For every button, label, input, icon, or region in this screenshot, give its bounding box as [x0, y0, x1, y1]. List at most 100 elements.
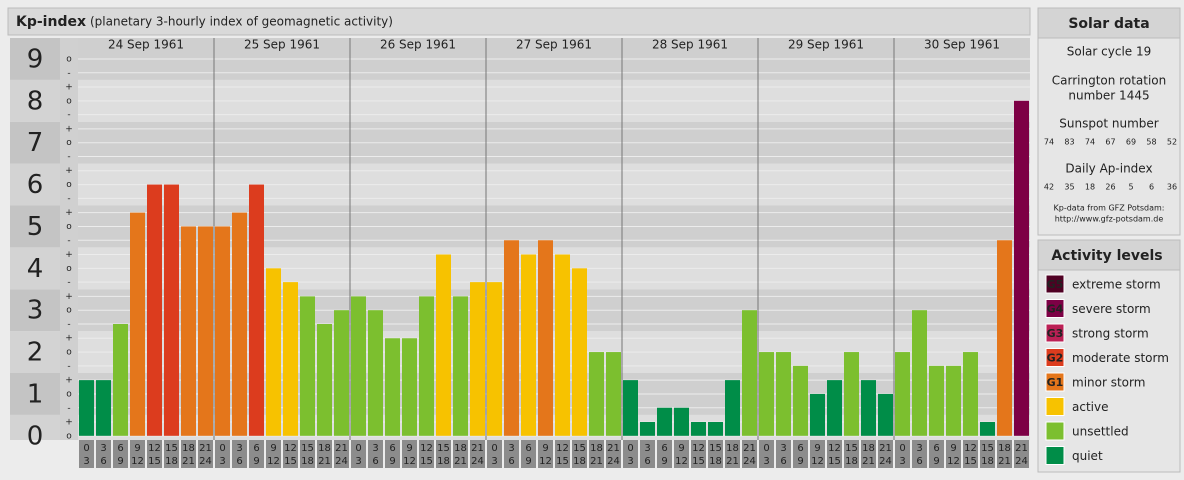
y-minor-label: o: [66, 348, 72, 358]
bar: [793, 365, 808, 436]
hour-cell: [436, 440, 451, 468]
hour-label: 3: [236, 443, 242, 454]
y-minor-label: -: [67, 236, 70, 246]
hour-cell: [963, 440, 978, 468]
hour-label: 21: [454, 456, 467, 467]
bar: [895, 352, 910, 436]
date-label: 26 Sep 1961: [380, 38, 456, 52]
hour-label: 12: [403, 456, 416, 467]
hour-cell: [266, 440, 281, 468]
hour-cell: [827, 440, 842, 468]
carrington: Carrington rotation: [1052, 74, 1166, 88]
hour-cell: [453, 440, 468, 468]
levels-header: [1037, 239, 1181, 271]
hour-cell: [623, 440, 638, 468]
hour-cell: [742, 440, 757, 468]
source-url: http://www.gfz-potsdam.de: [1055, 215, 1164, 224]
bar: [300, 296, 315, 436]
sunspot-title: Sunspot number: [1059, 117, 1158, 131]
hour-label: 15: [845, 443, 858, 454]
solar-header: [1037, 7, 1181, 39]
hour-cell: [606, 440, 621, 468]
bar: [232, 212, 247, 436]
hour-label: 21: [726, 456, 739, 467]
level-name: active: [1072, 400, 1108, 414]
label-band: [10, 38, 60, 80]
label-band: [10, 247, 60, 290]
y-minor-label: -: [67, 278, 70, 288]
source: Kp-data from GFZ Potsdam:: [1054, 204, 1165, 213]
hour-label: 24: [743, 456, 756, 467]
bar: [759, 352, 774, 436]
level-name: unsettled: [1072, 425, 1129, 439]
levels-title: Activity levels: [1051, 248, 1162, 264]
bar: [351, 296, 366, 436]
hour-label: 24: [199, 456, 212, 467]
ap-value: 42: [1044, 183, 1054, 192]
hour-label: 21: [1015, 443, 1028, 454]
bar: [368, 310, 383, 436]
hour-label: 21: [335, 443, 348, 454]
hour-label: 9: [678, 443, 684, 454]
hour-cell: [300, 440, 315, 468]
level-swatch: [1045, 348, 1065, 367]
sunspot-value: 58: [1146, 138, 1156, 147]
hour-label: 24: [335, 456, 348, 467]
sunspot-value: 67: [1105, 138, 1115, 147]
hour-cell: [232, 440, 247, 468]
level-tag: G2: [1047, 352, 1064, 365]
bar: [963, 352, 978, 436]
hour-label: 6: [525, 443, 531, 454]
hour-label: 3: [763, 456, 769, 467]
hour-label: 12: [811, 456, 824, 467]
date-label: 29 Sep 1961: [788, 38, 864, 52]
hour-label: 6: [916, 456, 922, 467]
chart-subtitle: (planetary 3-hourly index of geomagnetic…: [90, 15, 393, 29]
y-tick-label: 7: [27, 128, 44, 158]
hour-cell: [385, 440, 400, 468]
hour-cell: [912, 440, 927, 468]
bar: [708, 421, 723, 436]
hour-label: 15: [165, 443, 178, 454]
hour-cell: [708, 440, 723, 468]
date-label: 25 Sep 1961: [244, 38, 320, 52]
bar: [691, 421, 706, 436]
hour-cell: [725, 440, 740, 468]
hour-label: 21: [590, 456, 603, 467]
bar: [776, 352, 791, 436]
hour-cell: [844, 440, 859, 468]
y-minor-label: -: [67, 152, 70, 162]
hour-label: 6: [253, 443, 259, 454]
hour-cell: [572, 440, 587, 468]
level-swatch: [1045, 372, 1065, 392]
y-minor-label: -: [67, 361, 70, 371]
hour-label: 18: [182, 443, 195, 454]
hour-cell: [946, 440, 961, 468]
bar: [606, 352, 621, 436]
bar: [572, 268, 587, 436]
hour-label: 3: [916, 443, 922, 454]
bar: [827, 380, 842, 436]
hour-label: 18: [845, 456, 858, 467]
bar: [861, 380, 876, 436]
bar: [164, 184, 179, 436]
hour-cell: [538, 440, 553, 468]
bar: [249, 184, 264, 436]
hour-label: 15: [828, 456, 841, 467]
hour-label: 6: [100, 456, 106, 467]
hour-label: 18: [862, 443, 875, 454]
hour-label: 0: [219, 443, 225, 454]
hour-label: 15: [964, 456, 977, 467]
y-tick-label: 8: [27, 86, 44, 116]
bar: [385, 338, 400, 436]
y-minor-label: -: [67, 403, 70, 413]
hour-cell: [487, 440, 502, 468]
hour-label: 12: [267, 456, 280, 467]
label-band: [10, 205, 60, 248]
bar: [334, 310, 349, 436]
hour-label: 12: [947, 456, 960, 467]
hour-cell: [470, 440, 485, 468]
hour-label: 15: [709, 443, 722, 454]
hour-label: 6: [933, 443, 939, 454]
